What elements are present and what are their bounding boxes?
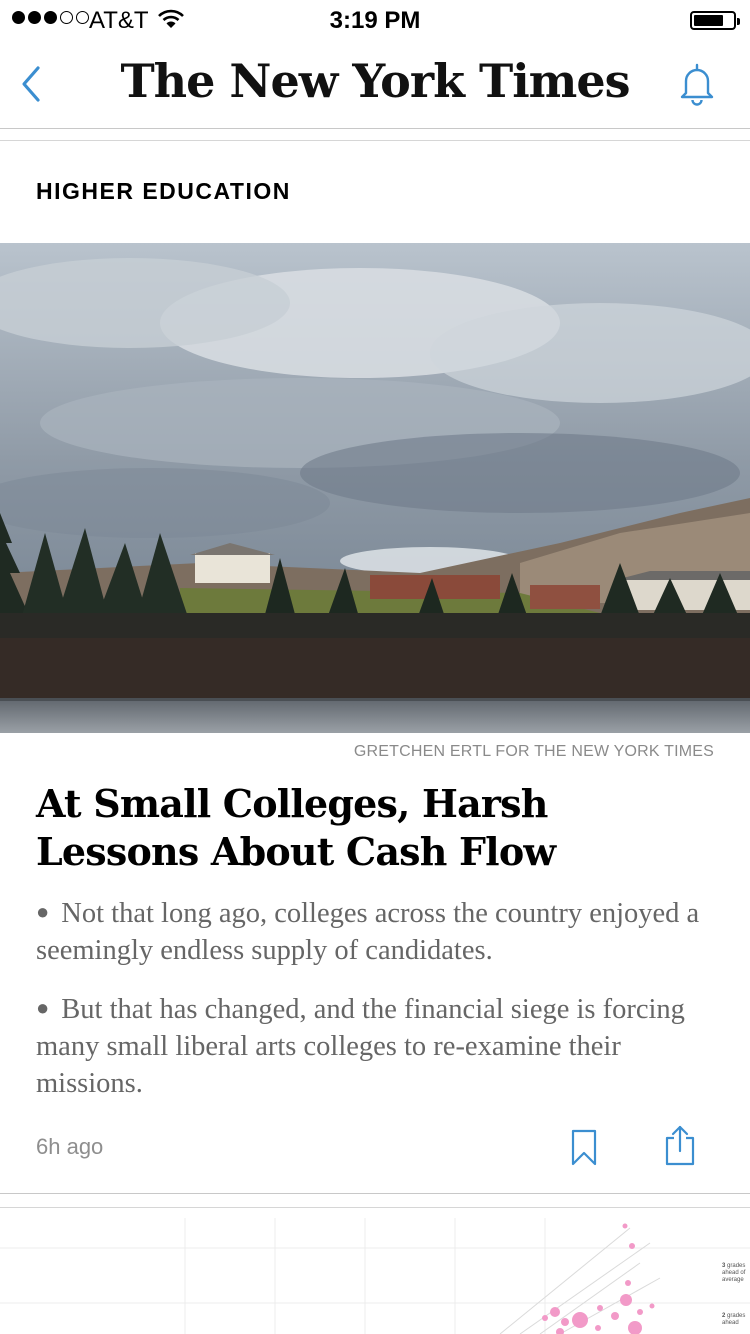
signal-strength-icon <box>12 11 89 24</box>
next-story-graphic[interactable]: 3 grades ahead of average 2 grades ahead <box>0 1208 750 1334</box>
navigation-bar: The New York Times <box>0 40 750 128</box>
article-photo[interactable] <box>0 243 750 733</box>
divider <box>0 1207 750 1208</box>
wifi-icon <box>158 9 184 28</box>
clock: 3:19 PM <box>329 7 421 34</box>
carrier-name: AT&T <box>89 7 149 34</box>
divider <box>0 128 750 129</box>
bookmark-icon[interactable] <box>570 1129 598 1167</box>
section-label[interactable]: HIGHER EDUCATION <box>36 178 291 204</box>
summary-bullet: ● But that has changed, and the financial… <box>36 994 685 1099</box>
divider <box>0 140 750 141</box>
summary-bullet: ● Not that long ago, colleges across the … <box>36 898 700 966</box>
battery-icon <box>690 11 740 30</box>
photo-credit: GRETCHEN ERTL FOR THE NEW YORK TIMES <box>353 743 714 760</box>
article-summary: ● Not that long ago, colleges across the … <box>36 893 716 1122</box>
divider <box>0 1193 750 1194</box>
chevron-left-icon[interactable] <box>16 64 48 104</box>
chart-annotation: 3 grades ahead of average <box>722 1263 746 1283</box>
bell-icon[interactable] <box>678 62 716 106</box>
masthead-logo: The New York Times <box>120 54 630 108</box>
article-headline[interactable]: At Small Colleges, Harsh Lessons About C… <box>36 781 556 874</box>
status-bar: AT&T 3:19 PM <box>0 0 750 40</box>
chart-annotation: 2 grades ahead <box>722 1313 746 1326</box>
timestamp: 6h ago <box>36 1134 104 1159</box>
share-icon[interactable] <box>664 1124 696 1166</box>
